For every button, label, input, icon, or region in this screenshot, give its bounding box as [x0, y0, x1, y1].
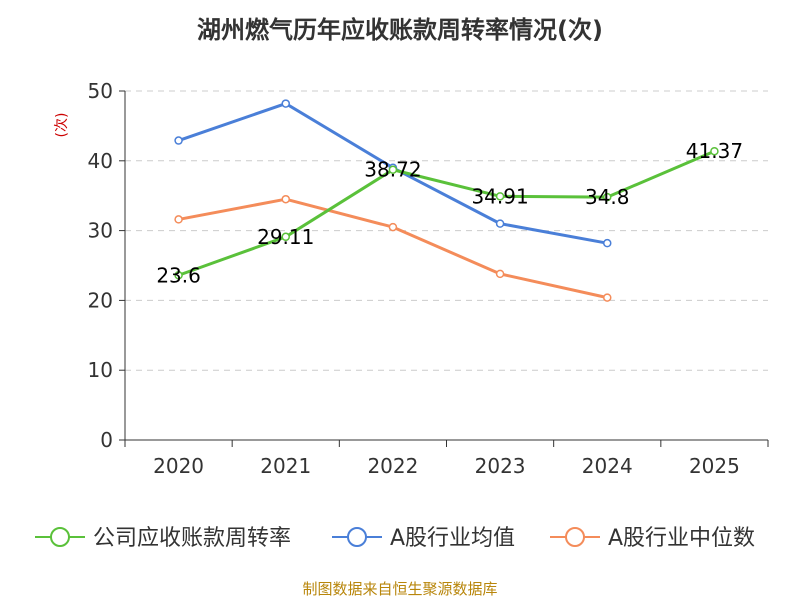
data-point [495, 269, 505, 279]
grid-layer [125, 90, 768, 371]
source-note: 制图数据来自恒生聚源数据库 [302, 580, 498, 598]
y-tick-label: 50 [88, 79, 113, 103]
data-point [174, 271, 183, 280]
data-label: 41.37 [686, 139, 743, 163]
x-tick-label: 2022 [367, 454, 418, 478]
y-tick-label: 0 [100, 428, 113, 452]
legend-marker [565, 527, 585, 547]
data-point [281, 99, 290, 108]
series-line-2 [178, 197, 608, 300]
data-point [603, 293, 612, 302]
data-point [495, 219, 505, 228]
x-tick-label: 2020 [153, 454, 204, 478]
y-tick-label: 10 [88, 358, 113, 382]
legend: 公司应收账款周转率 A股行业均值 A股行业中位数 [35, 526, 755, 551]
x-tick-label: 2023 [475, 454, 526, 478]
legend-marker [50, 527, 70, 547]
data-point [603, 238, 612, 248]
data-point [710, 146, 719, 156]
data-point [495, 192, 505, 201]
y-tick-label: 40 [88, 149, 113, 173]
x-tick-label: 2021 [260, 454, 311, 478]
y-axis-label: (次) [54, 113, 70, 138]
legend-label: A股行业中位数 [608, 526, 755, 551]
data-label: 23.6 [156, 263, 201, 287]
data-label: 38.72 [364, 158, 421, 182]
series-layer [174, 99, 719, 302]
axis-layer: 0 10 20 30 40 50 2020 2021 2022 2023 2024 2025 [88, 79, 769, 478]
x-tick-label: 2024 [582, 454, 633, 478]
data-point [174, 215, 183, 224]
x-tick-label: 2025 [689, 454, 740, 478]
data-label: 29.11 [257, 225, 314, 249]
data-point [388, 222, 398, 232]
legend-label: A股行业均值 [390, 526, 515, 551]
data-label: 34.91 [471, 184, 528, 208]
data-point [281, 194, 290, 204]
data-label: 34.8 [585, 185, 630, 209]
y-tick-label: 20 [88, 288, 113, 312]
data-point [388, 165, 398, 174]
data-label-layer: 23.6 29.11 38.72 34.91 34.8 41.37 [156, 139, 743, 287]
legend-label: 公司应收账款周转率 [93, 526, 291, 551]
data-point [603, 192, 612, 202]
data-point [281, 232, 290, 242]
data-point [174, 136, 183, 145]
y-tick-label: 30 [88, 219, 113, 243]
chart-title: 湖州燃气历年应收账款周转率情况(次) [197, 16, 603, 44]
series-line-0 [178, 149, 716, 277]
legend-marker [347, 527, 367, 547]
